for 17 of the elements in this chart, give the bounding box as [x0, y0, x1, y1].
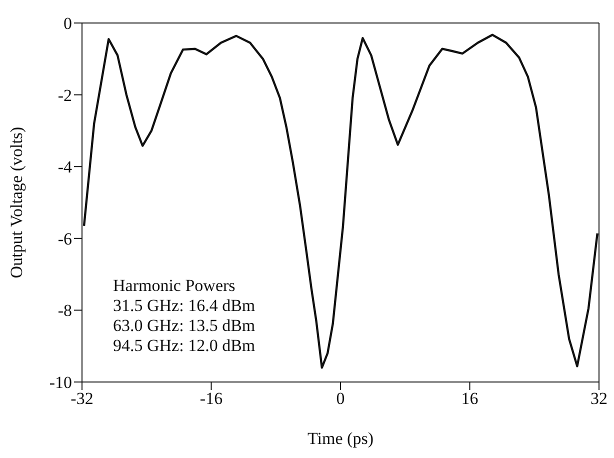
x-tick-label: 32: [590, 389, 608, 408]
x-tick-label: 16: [461, 389, 478, 408]
x-tick-label: 0: [336, 389, 345, 408]
annotation: 31.5 GHz: 16.4 dBm: [113, 296, 256, 316]
y-tick-label: -10: [49, 373, 72, 392]
y-tick-label: -8: [58, 301, 72, 320]
annotation: 94.5 GHz: 12.0 dBm: [113, 336, 256, 356]
x-tick-label: -32: [70, 389, 94, 408]
x-tick-label: -16: [200, 389, 223, 408]
y-tick-label: 0: [64, 14, 72, 34]
x-axis-title: Time (ps): [308, 429, 374, 448]
y-tick-label: -2: [58, 86, 72, 105]
y-tick-label: -6: [58, 229, 72, 248]
annotation: Harmonic Powers: [113, 276, 236, 296]
y-tick-label: -4: [58, 158, 72, 177]
annotation: 63.0 GHz: 13.5 dBm: [113, 316, 256, 336]
y-axis-title: Output Voltage (volts): [7, 126, 26, 278]
